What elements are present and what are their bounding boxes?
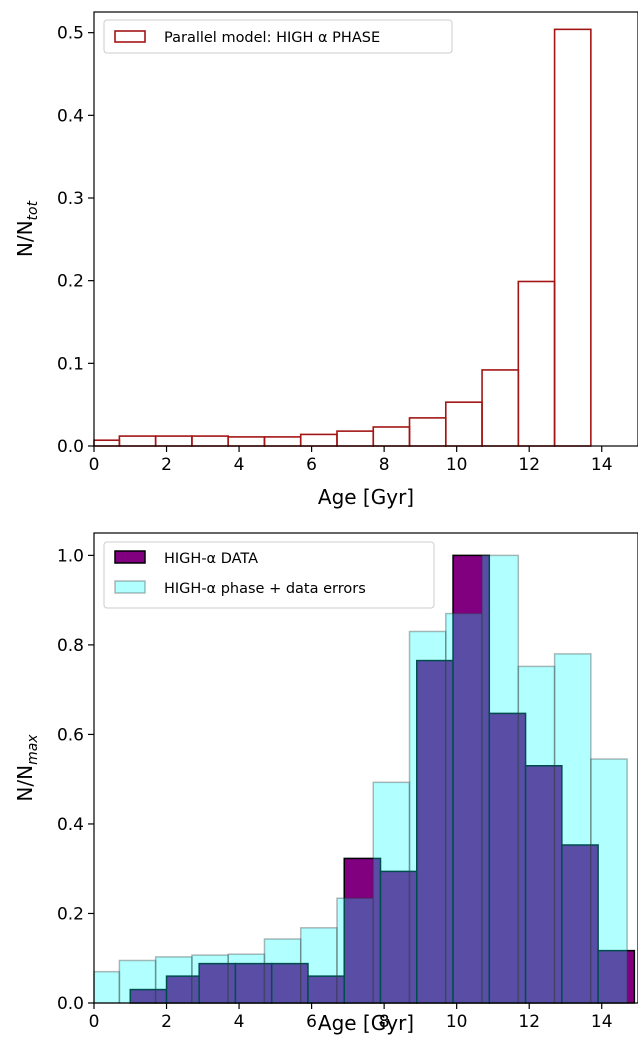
data-histogram-bar [343, 857, 382, 1004]
histogram-bar [372, 426, 411, 447]
histogram-bar [444, 401, 483, 447]
y-tick-label: 1.0 [57, 546, 84, 566]
top-y-ticks: 0.0 0.1 0.2 0.3 0.4 0.5 [57, 24, 94, 457]
y-tick-label: 0.0 [57, 437, 84, 457]
histogram-bar [336, 430, 375, 447]
y-tick-label: 0.5 [57, 24, 84, 44]
x-tick-label: 8 [379, 455, 390, 475]
x-tick-label: 2 [161, 1012, 172, 1032]
x-tick-label: 12 [518, 1012, 540, 1032]
y-tick-label: 0.8 [57, 636, 84, 656]
bottom-axes-frame [93, 532, 638, 1004]
histogram-bar [517, 280, 556, 447]
data-histogram-bar [198, 962, 237, 1004]
data-histogram-bar [379, 870, 418, 1004]
x-tick-label: 4 [234, 1012, 245, 1032]
model-histogram-bar [372, 781, 411, 1004]
top-x-ticks: 0 2 4 6 8 10 12 14 [89, 446, 613, 475]
bottom-legend-swatch-data [114, 550, 146, 564]
bottom-legend-label-data: HIGH-α DATA [164, 551, 258, 567]
x-tick-label: 2 [161, 455, 172, 475]
data-histogram-bar [561, 844, 599, 1004]
top-x-axis-label: Age [Gyr] [318, 485, 414, 509]
top-y-axis-label-subscript: tot [25, 200, 41, 220]
histogram-bar [299, 433, 338, 447]
bottom-legend: HIGH-α DATA HIGH-α phase + data errors [103, 541, 435, 609]
model-histogram-bar [299, 927, 338, 1004]
histogram-bar [191, 435, 229, 447]
model-histogram-bar [481, 554, 520, 1004]
model-histogram-bar [263, 938, 302, 1004]
histogram-bar [553, 28, 592, 447]
histogram-bar [408, 417, 447, 447]
bottom-chart: 0 2 4 6 8 10 12 14 0.0 0.2 0.4 0.6 0.8 1.0 Age [Gyr]… [13, 532, 638, 1035]
x-tick-label: 8 [379, 1012, 390, 1032]
bottom-x-axis-label: Age [Gyr] [318, 1011, 414, 1035]
histogram-bar [481, 369, 520, 447]
bottom-y-axis-label-subscript: max [25, 734, 41, 765]
bottom-legend-swatch-model [114, 580, 146, 594]
y-tick-label: 0.4 [57, 815, 84, 835]
y-tick-label: 0.3 [57, 189, 84, 209]
bottom-legend-box [103, 541, 435, 609]
model-histogram-bar [408, 630, 447, 1004]
model-histogram-bar [227, 953, 266, 1004]
top-legend: Parallel model: HIGH α PHASE [103, 19, 453, 54]
top-chart: 0 2 4 6 8 10 12 14 0.0 0.1 0.2 0.3 0.4 0.5 Age [Gyr]… [13, 11, 638, 509]
histogram-bar [154, 435, 193, 447]
histogram-bar [93, 439, 121, 447]
y-tick-label: 0.6 [57, 725, 84, 745]
model-histogram-bar [93, 970, 121, 1004]
top-axes-frame [93, 11, 638, 447]
data-histogram-bar [488, 712, 527, 1004]
x-tick-label: 0 [89, 455, 100, 475]
top-y-axis-label: N/Ntot [13, 200, 41, 257]
model-histogram-bar [118, 959, 157, 1004]
y-tick-label: 0.4 [57, 106, 84, 126]
bottom-x-ticks: 0 2 4 6 8 10 12 14 [89, 1003, 613, 1032]
y-tick-label: 0.2 [57, 904, 84, 924]
model-histogram-bar [154, 956, 193, 1004]
y-tick-label: 0.0 [57, 994, 84, 1014]
bottom-model-histogram-bars [93, 554, 628, 1004]
y-tick-label: 0.2 [57, 272, 84, 292]
x-tick-label: 0 [89, 1012, 100, 1032]
model-histogram-bar [590, 758, 628, 1004]
x-tick-label: 14 [591, 455, 613, 475]
top-legend-box [103, 19, 453, 54]
histogram-bar [118, 435, 157, 447]
model-histogram-bar [191, 954, 229, 1004]
bottom-y-axis-label: N/Nmax [13, 734, 41, 802]
data-histogram-bar [597, 949, 636, 1004]
x-tick-label: 10 [446, 455, 468, 475]
top-legend-swatch [114, 30, 146, 43]
bottom-y-ticks: 0.0 0.2 0.4 0.6 0.8 1.0 [57, 546, 94, 1014]
x-tick-label: 6 [306, 455, 317, 475]
model-histogram-bar [553, 653, 592, 1004]
x-tick-label: 6 [306, 1012, 317, 1032]
y-tick-label: 0.1 [57, 354, 84, 374]
model-histogram-bar [445, 612, 483, 1004]
data-histogram-bar [416, 659, 454, 1004]
x-tick-label: 12 [518, 455, 540, 475]
model-histogram-bar [517, 665, 556, 1004]
histogram-bar [227, 436, 266, 447]
top-legend-label: Parallel model: HIGH α PHASE [164, 30, 380, 46]
top-histogram-bars [93, 28, 592, 447]
histogram-bar [263, 436, 302, 447]
model-histogram-bar [336, 897, 375, 1004]
x-tick-label: 4 [234, 455, 245, 475]
x-tick-label: 14 [591, 1012, 613, 1032]
bottom-legend-label-model: HIGH-α phase + data errors [164, 581, 366, 597]
x-tick-label: 10 [446, 1012, 468, 1032]
